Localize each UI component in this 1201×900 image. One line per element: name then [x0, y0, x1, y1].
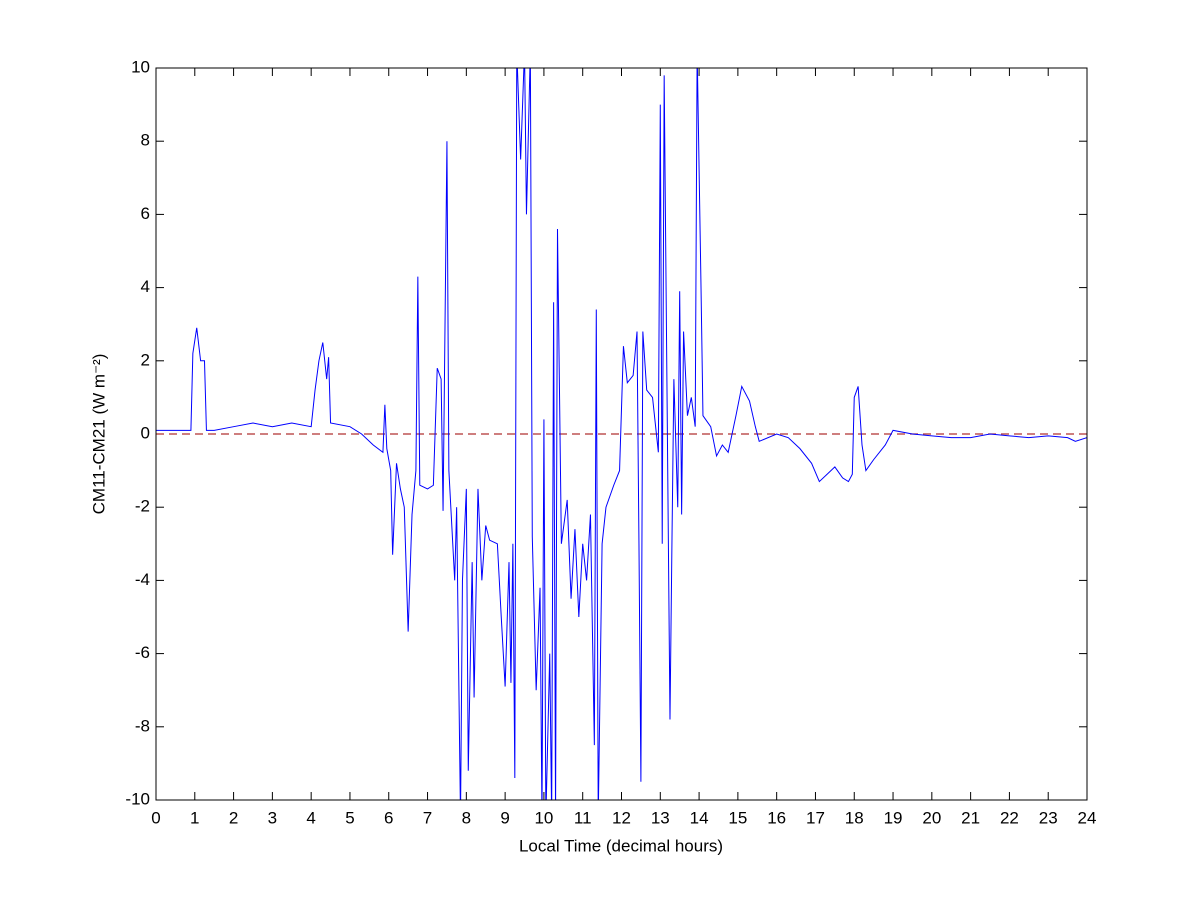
x-tick-label: 14: [690, 808, 709, 827]
x-tick-label: 9: [500, 808, 509, 827]
y-tick-label: 6: [141, 204, 150, 223]
x-tick-label: 22: [1000, 808, 1019, 827]
x-tick-label: 1: [190, 808, 199, 827]
x-tick-label: 19: [884, 808, 903, 827]
x-tick-label: 6: [384, 808, 393, 827]
y-tick-label: -8: [135, 716, 150, 735]
y-tick-label: 2: [141, 350, 150, 369]
x-tick-label: 23: [1039, 808, 1058, 827]
plot-area: [156, 68, 1087, 800]
x-tick-label: 7: [423, 808, 432, 827]
x-axis-label: Local Time (decimal hours): [519, 836, 723, 855]
x-tick-label: 24: [1078, 808, 1097, 827]
x-tick-label: 5: [345, 808, 354, 827]
x-tick-label: 17: [806, 808, 825, 827]
x-tick-label: 18: [845, 808, 864, 827]
y-tick-label: 4: [141, 277, 150, 296]
x-tick-label: 11: [574, 808, 592, 827]
x-tick-label: 0: [151, 808, 160, 827]
y-tick-label: -10: [125, 789, 150, 808]
x-tick-label: 3: [268, 808, 277, 827]
x-tick-label: 8: [462, 808, 471, 827]
y-tick-label: 8: [141, 131, 150, 150]
x-tick-label: 4: [306, 808, 315, 827]
x-tick-label: 20: [922, 808, 941, 827]
x-tick-label: 2: [229, 808, 238, 827]
x-tick-label: 10: [534, 808, 553, 827]
y-tick-label: -4: [135, 570, 150, 589]
x-tick-label: 15: [728, 808, 747, 827]
x-tick-label: 12: [612, 808, 631, 827]
axes-box: [155, 67, 1088, 801]
data-line: [156, 68, 1087, 800]
x-tick-label: 21: [961, 808, 980, 827]
y-tick-label: -2: [135, 497, 150, 516]
y-axis-label: CM11-CM21 (W m⁻²): [89, 354, 108, 515]
y-tick-label: -6: [135, 643, 150, 662]
x-tick-label: 16: [767, 808, 786, 827]
x-tick-label: 13: [651, 808, 670, 827]
y-tick-label: 0: [141, 423, 150, 442]
y-tick-label: 10: [131, 57, 150, 76]
